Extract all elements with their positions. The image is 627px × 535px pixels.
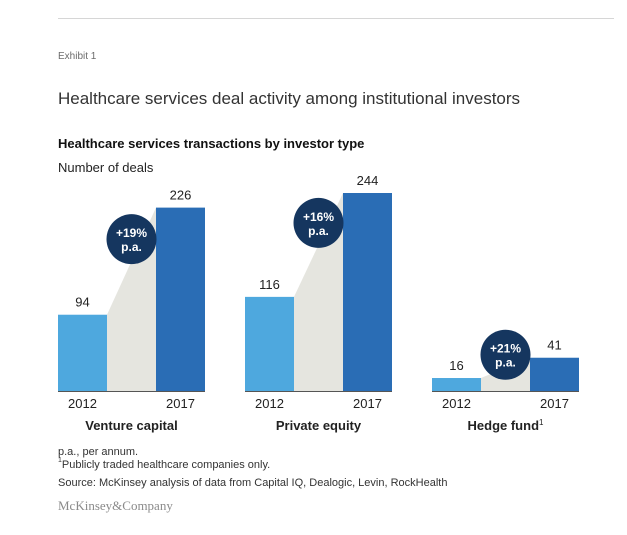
footnote-text: Publicly traded healthcare companies onl… — [61, 459, 271, 471]
private-equity-bar-2017 — [343, 193, 392, 391]
private-equity-value-2012: 116 — [259, 277, 280, 292]
hedge-fund-group-footnote-mark: 1 — [539, 418, 544, 427]
venture-capital-bar-2017 — [156, 207, 205, 391]
hedge-fund-growth-rate: +21% — [490, 342, 521, 356]
hedge-fund-value-2012: 16 — [449, 358, 463, 373]
private-equity-tick-2017: 2017 — [353, 396, 382, 411]
source-note: Source: McKinsey analysis of data from C… — [58, 477, 448, 489]
hedge-fund-growth-badge — [480, 329, 531, 380]
venture-capital-group-label: Venture capital — [85, 418, 177, 433]
venture-capital-group-name: Venture capital — [85, 418, 177, 433]
y-axis-label: Number of deals — [58, 160, 154, 175]
venture-capital-tick-2017: 2017 — [166, 396, 195, 411]
private-equity-tick-2012: 2012 — [255, 396, 284, 411]
private-equity-group-name: Private equity — [276, 418, 362, 433]
chart-title: Healthcare services transactions by inve… — [58, 136, 365, 151]
page-title: Healthcare services deal activity among … — [58, 89, 521, 108]
hedge-fund-group-label: Hedge fund1 — [468, 418, 545, 433]
venture-capital-tick-2012: 2012 — [68, 396, 97, 411]
venture-capital-growth-badge — [106, 214, 157, 265]
venture-capital-growth-rate: +19% — [116, 226, 147, 240]
brand-logo: McKinsey&Company — [58, 498, 173, 513]
venture-capital-value-2012: 94 — [75, 295, 89, 310]
hedge-fund-tick-2017: 2017 — [540, 396, 569, 411]
private-equity-value-2017: 244 — [357, 173, 379, 188]
footnote-hedge-fund: 1Publicly traded healthcare companies on… — [58, 457, 271, 471]
venture-capital-bar-2012 — [58, 314, 107, 391]
footnote-mark: 1 — [58, 457, 62, 464]
venture-capital-value-2017: 226 — [170, 188, 192, 203]
footnote-per-annum: p.a., per annum. — [58, 446, 139, 458]
venture-capital-growth-unit: p.a. — [121, 240, 142, 254]
private-equity-growth-rate: +16% — [303, 210, 334, 224]
hedge-fund-bar-2017 — [530, 357, 579, 391]
private-equity-bar-2012 — [245, 296, 294, 391]
private-equity-group-label: Private equity — [276, 418, 362, 433]
hedge-fund-tick-2012: 2012 — [442, 396, 471, 411]
hedge-fund-group-name: Hedge fund — [468, 418, 540, 433]
private-equity-growth-unit: p.a. — [308, 224, 329, 238]
private-equity-growth-badge — [293, 197, 344, 248]
hedge-fund-growth-unit: p.a. — [495, 356, 516, 370]
hedge-fund-bar-2012 — [432, 378, 481, 391]
top-divider — [58, 18, 614, 19]
hedge-fund-value-2017: 41 — [547, 338, 561, 353]
exhibit-label: Exhibit 1 — [58, 51, 97, 62]
